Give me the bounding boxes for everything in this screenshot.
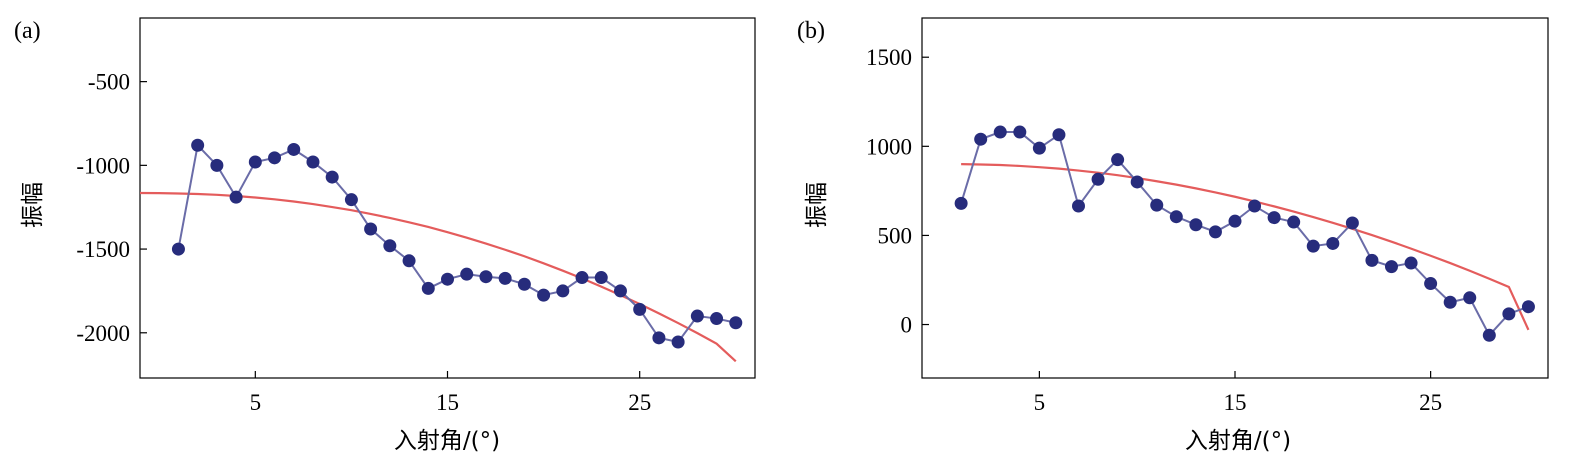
data-point-b-11 bbox=[1169, 210, 1183, 224]
data-point-a-9 bbox=[344, 193, 358, 207]
y-tick-label-a-0: -2000 bbox=[76, 321, 130, 346]
y-axis-a: -2000 -1500 -1000 -500 bbox=[76, 70, 147, 346]
data-point-a-14 bbox=[441, 272, 454, 286]
data-point-b-8 bbox=[1111, 153, 1125, 167]
data-point-a-11 bbox=[383, 239, 397, 253]
data-point-a-21 bbox=[575, 271, 589, 285]
data-point-a-8 bbox=[325, 170, 339, 184]
x-tick-label-b-1: 15 bbox=[1224, 390, 1247, 415]
data-point-a-6 bbox=[287, 142, 301, 156]
data-point-b-18 bbox=[1306, 239, 1320, 253]
x-tick-label-a-1: 15 bbox=[436, 390, 459, 415]
series-line-a bbox=[177, 143, 736, 344]
data-point-a-4 bbox=[248, 155, 262, 169]
data-point-a-26 bbox=[671, 335, 685, 349]
y-tick-label-b-0: 0 bbox=[901, 313, 913, 338]
data-point-b-2 bbox=[993, 125, 1007, 139]
y-axis-title-b: 振幅 bbox=[804, 182, 830, 228]
y-axis-b: 0 500 1000 1500 bbox=[866, 45, 929, 338]
data-point-a-28 bbox=[710, 312, 724, 326]
data-point-b-23 bbox=[1404, 256, 1418, 270]
data-point-a-24 bbox=[633, 302, 647, 316]
x-tick-label-b-0: 5 bbox=[1034, 390, 1046, 415]
data-point-b-27 bbox=[1482, 328, 1496, 342]
data-point-a-0 bbox=[171, 242, 185, 256]
panel-b: (b) 0 500 1000 1500 5 15 25 入射角/(°) 振幅 bbox=[797, 17, 1549, 454]
data-point-b-5 bbox=[1052, 128, 1066, 142]
fit-layer-b bbox=[961, 163, 1530, 331]
data-point-a-3 bbox=[229, 190, 243, 204]
panel-label-a: (a) bbox=[14, 18, 41, 44]
data-point-b-13 bbox=[1208, 225, 1222, 239]
data-point-b-6 bbox=[1072, 199, 1085, 213]
x-axis-a: 5 15 25 bbox=[250, 371, 651, 415]
data-point-a-1 bbox=[191, 138, 205, 152]
data-point-b-14 bbox=[1228, 214, 1242, 228]
data-point-a-16 bbox=[479, 270, 493, 284]
data-point-a-12 bbox=[402, 254, 416, 268]
data-point-a-27 bbox=[690, 309, 704, 323]
data-point-a-19 bbox=[537, 288, 551, 302]
data-point-b-0 bbox=[954, 196, 968, 210]
panel-label-b: (b) bbox=[797, 18, 825, 44]
y-tick-label-a-3: -500 bbox=[88, 70, 130, 95]
data-point-a-20 bbox=[556, 284, 570, 298]
data-point-b-29 bbox=[1521, 300, 1535, 314]
data-point-b-19 bbox=[1326, 236, 1340, 250]
data-point-b-21 bbox=[1365, 253, 1379, 267]
data-point-b-24 bbox=[1424, 277, 1438, 291]
data-point-b-16 bbox=[1267, 211, 1281, 225]
data-point-b-22 bbox=[1385, 260, 1398, 274]
fit-layer-a bbox=[139, 191, 737, 363]
data-point-a-18 bbox=[517, 277, 531, 291]
data-point-a-23 bbox=[613, 284, 627, 298]
data-point-b-25 bbox=[1443, 295, 1457, 309]
fit-curve-a bbox=[139, 191, 737, 363]
data-point-b-9 bbox=[1130, 175, 1144, 189]
data-point-b-3 bbox=[1013, 125, 1027, 139]
data-point-b-15 bbox=[1248, 199, 1262, 213]
data-layer-b bbox=[954, 125, 1535, 342]
panel-a: (a) -2000 -1500 -1000 -500 5 15 25 入射角/(°) 振幅 bbox=[14, 17, 756, 454]
x-axis-title-b: 入射角/(°) bbox=[1185, 428, 1291, 454]
series-line-b bbox=[960, 131, 1529, 337]
x-tick-label-a-2: 25 bbox=[628, 390, 651, 415]
data-point-a-22 bbox=[594, 271, 608, 285]
data-point-a-2 bbox=[210, 158, 224, 172]
x-tick-label-b-2: 25 bbox=[1419, 390, 1442, 415]
data-point-a-17 bbox=[498, 271, 512, 285]
data-point-b-10 bbox=[1150, 198, 1164, 212]
data-point-b-17 bbox=[1287, 215, 1301, 229]
data-point-b-28 bbox=[1502, 307, 1516, 321]
data-layer-a bbox=[171, 138, 743, 349]
data-point-b-7 bbox=[1091, 172, 1105, 186]
y-tick-label-a-1: -1500 bbox=[76, 237, 130, 262]
y-tick-label-b-3: 1500 bbox=[866, 45, 912, 70]
data-point-b-12 bbox=[1189, 218, 1203, 232]
data-point-a-7 bbox=[306, 155, 320, 169]
x-axis-b: 5 15 25 bbox=[1034, 371, 1442, 415]
plot-frame-b bbox=[921, 17, 1549, 379]
data-point-a-13 bbox=[421, 281, 435, 295]
data-point-a-5 bbox=[268, 151, 282, 165]
y-tick-label-b-2: 1000 bbox=[866, 134, 912, 159]
data-point-b-4 bbox=[1032, 141, 1046, 155]
data-point-a-10 bbox=[364, 222, 378, 236]
data-point-b-26 bbox=[1463, 291, 1477, 305]
data-point-b-20 bbox=[1345, 216, 1359, 230]
data-point-a-29 bbox=[729, 316, 743, 330]
data-point-b-1 bbox=[974, 132, 988, 146]
data-point-a-15 bbox=[460, 267, 474, 281]
x-axis-title-a: 入射角/(°) bbox=[394, 428, 500, 454]
y-tick-label-a-2: -1000 bbox=[76, 153, 130, 178]
x-tick-label-a-0: 5 bbox=[250, 390, 262, 415]
data-point-a-25 bbox=[652, 331, 666, 345]
fit-curve-b bbox=[961, 163, 1530, 331]
y-tick-label-b-1: 500 bbox=[878, 223, 913, 248]
y-axis-title-a: 振幅 bbox=[20, 182, 46, 228]
